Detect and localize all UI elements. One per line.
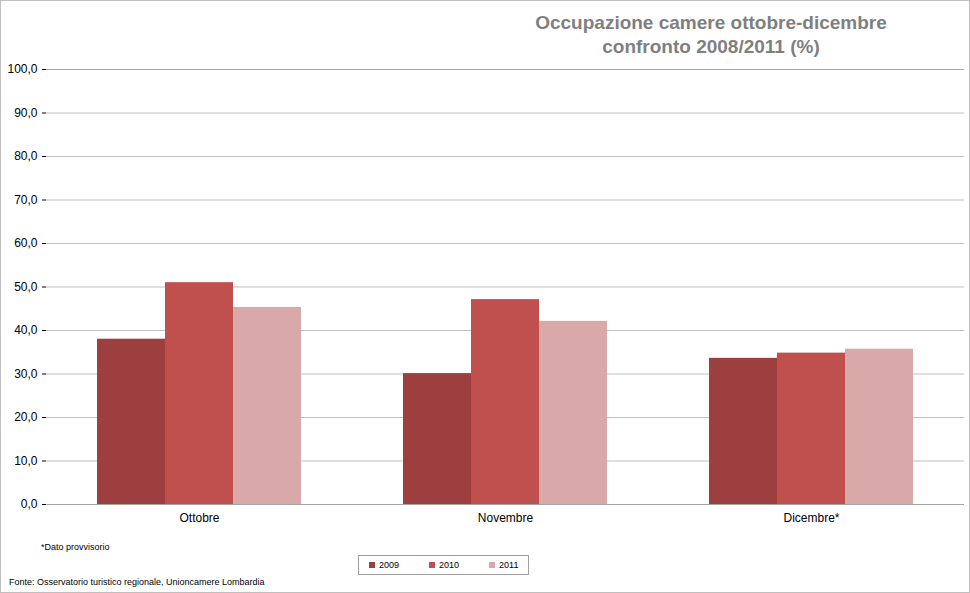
- svg-text:0,0: 0,0: [21, 497, 38, 511]
- html-text:2009: 2009: [379, 560, 399, 570]
- svg-text:10,0: 10,0: [14, 454, 38, 468]
- html-text:*Dato provvisorio: *Dato provvisorio: [41, 542, 110, 552]
- html-text:2011: 2011: [499, 560, 519, 570]
- html-text:Occupazione camere ottobre-dic: Occupazione camere ottobre-dicembre: [535, 12, 887, 33]
- html-text:confronto 2008/2011 (%): confronto 2008/2011 (%): [602, 36, 820, 57]
- html-text:2010: 2010: [439, 560, 460, 570]
- svg-text:20,0: 20,0: [14, 410, 38, 424]
- svg-text:Novembre: Novembre: [478, 511, 534, 525]
- html-text:Fonte: Osservatorio turistico: Fonte: Osservatorio turistico regionale,…: [9, 577, 265, 587]
- svg-text:60,0: 60,0: [14, 236, 38, 250]
- svg-text:Ottobre: Ottobre: [179, 511, 219, 525]
- svg-text:100,0: 100,0: [7, 62, 37, 76]
- svg-text:50,0: 50,0: [14, 280, 38, 294]
- svg-text:80,0: 80,0: [14, 149, 38, 163]
- svg-text:90,0: 90,0: [14, 106, 38, 120]
- svg-text:Dicembre*: Dicembre*: [783, 511, 839, 525]
- svg-text:70,0: 70,0: [14, 193, 38, 207]
- svg-text:30,0: 30,0: [14, 367, 38, 381]
- svg-text:40,0: 40,0: [14, 323, 38, 337]
